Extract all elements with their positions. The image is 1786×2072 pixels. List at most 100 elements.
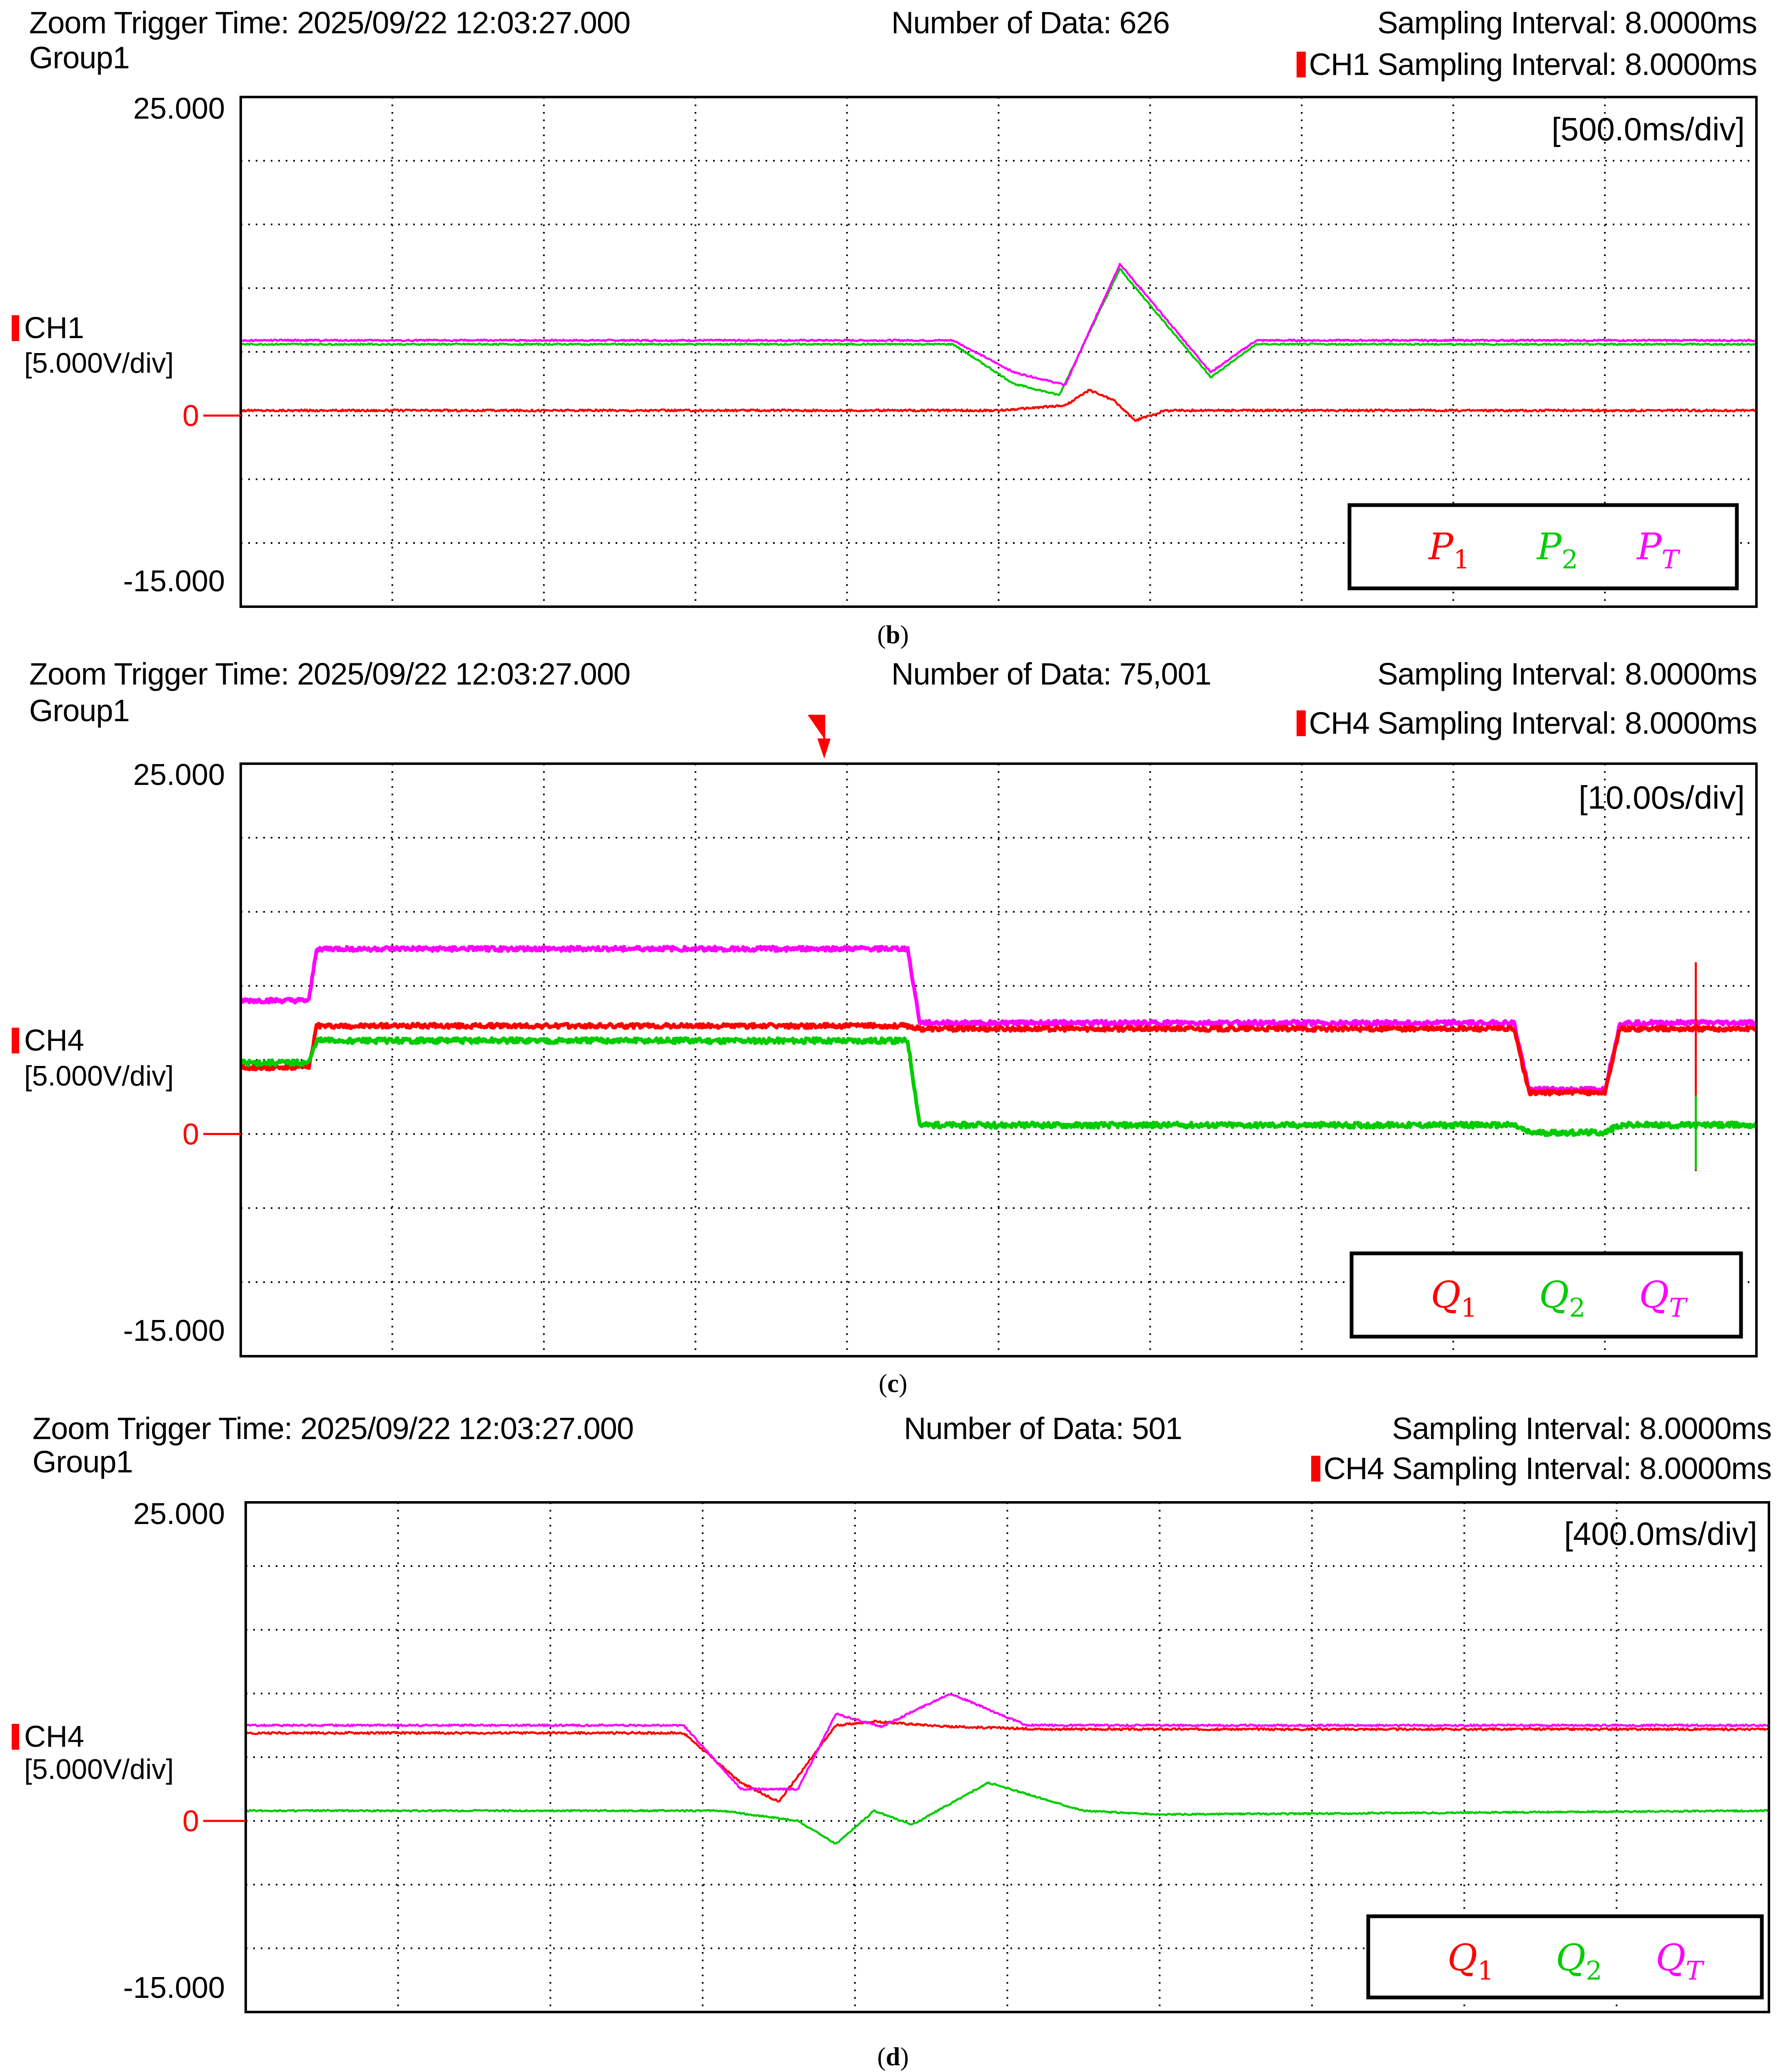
panel-d: Zoom Trigger Time: 2025/09/22 12:03:27.0… xyxy=(0,1403,1786,2071)
trace-P2 xyxy=(242,268,1755,396)
ch-sampling-value: 8.0000ms xyxy=(1625,47,1757,82)
waveform-plot: 25.000 -15.000 0 CH4[5.000V/div] [10.00s/div… xyxy=(12,715,1758,1357)
sampling-value: 8.0000ms xyxy=(1639,1411,1772,1446)
y-min-label: -15.000 xyxy=(123,565,225,598)
data-label: Number of Data: xyxy=(904,1411,1124,1446)
legend-item: Q1 xyxy=(1431,1273,1477,1323)
figure-caption: (d) xyxy=(877,2043,909,2071)
sampling-value: 8.0000ms xyxy=(1625,657,1757,691)
y-min-label: -15.000 xyxy=(123,1314,225,1347)
group-label: Group1 xyxy=(29,40,130,75)
sampling-label: Sampling Interval: xyxy=(1377,5,1617,40)
trigger-label: Zoom Trigger Time: xyxy=(29,657,289,691)
y-max-label: 25.000 xyxy=(133,758,225,792)
sampling-label: Sampling Interval: xyxy=(1377,657,1617,691)
legend-item: P2 xyxy=(1536,525,1578,575)
channel-marker-icon xyxy=(12,1028,19,1053)
y-max-label: 25.000 xyxy=(133,92,225,125)
trigger-time-label: Zoom Trigger Time: 2025/09/22 12:03:27.0… xyxy=(32,1413,634,1444)
figure-caption: (c) xyxy=(878,1370,908,1398)
zero-label: 0 xyxy=(182,1118,199,1151)
legend-item: P1 xyxy=(1428,525,1470,575)
channel-sampling-interval: CH4 Sampling Interval: 8.0000ms xyxy=(1296,706,1757,740)
vertical-scale-label: [5.000V/div] xyxy=(24,1753,174,1785)
figure-caption: (b) xyxy=(877,621,909,649)
trace-Q2 xyxy=(247,1781,1768,1845)
number-of-data: Number of Data: 501 xyxy=(904,1413,1182,1444)
data-label: Number of Data: xyxy=(891,657,1112,691)
trigger-time-label: Zoom Trigger Time: 2025/09/22 12:03:27.0… xyxy=(29,657,631,691)
ch-sampling-label: CH1 Sampling Interval: xyxy=(1309,47,1617,82)
number-of-data: Number of Data: 75,001 xyxy=(891,657,1212,691)
trigger-label: Zoom Trigger Time: xyxy=(32,1411,293,1446)
data-count: 626 xyxy=(1119,5,1170,40)
trace-QT xyxy=(247,1693,1768,1791)
trigger-marker-icon xyxy=(808,715,831,759)
ch-sampling-label: CH4 Sampling Interval: xyxy=(1323,1451,1632,1486)
sampling-label: Sampling Interval: xyxy=(1392,1411,1631,1446)
vertical-scale-label: [5.000V/div] xyxy=(24,347,174,379)
channel-label: CH1 xyxy=(24,311,84,345)
trigger-time: 2025/09/22 12:03:27.000 xyxy=(300,1411,634,1446)
sampling-value: 8.0000ms xyxy=(1625,5,1757,40)
vertical-scale-label: [5.000V/div] xyxy=(24,1060,174,1092)
trace-Q2 xyxy=(242,1036,1755,1137)
channel-label: CH4 xyxy=(24,1024,84,1057)
panel-b: Zoom Trigger Time: 2025/09/22 12:03:27.0… xyxy=(0,0,1786,654)
legend-box xyxy=(1347,503,1739,590)
sampling-interval: Sampling Interval: 8.0000ms xyxy=(1377,7,1757,38)
trace-P1 xyxy=(242,388,1755,422)
timebase-label: [500.0ms/div] xyxy=(1552,111,1745,147)
sampling-interval: Sampling Interval: 8.0000ms xyxy=(1392,1411,1772,1446)
zero-label: 0 xyxy=(182,399,199,433)
legend-item: Q2 xyxy=(1539,1273,1586,1323)
grid xyxy=(241,97,1756,607)
grid xyxy=(246,1502,1769,2012)
y-max-label: 25.000 xyxy=(133,1497,225,1531)
y-min-label: -15.000 xyxy=(123,1971,225,2005)
legend: Q1 Q2 QT xyxy=(1349,1251,1743,1339)
waveform-plot: 25.000 -15.000 0 CH4[5.000V/div] [400.0ms/di… xyxy=(12,1497,1770,2013)
legend-box xyxy=(1349,1251,1743,1339)
data-label: Number of Data: xyxy=(891,5,1112,40)
legend-item: PT xyxy=(1636,525,1681,575)
channel-marker-icon xyxy=(12,315,19,341)
timebase-label: [400.0ms/div] xyxy=(1564,1515,1757,1552)
legend: P1 P2 PT xyxy=(1347,503,1739,590)
group-label: Group1 xyxy=(32,1444,133,1479)
legend-item: Q2 xyxy=(1556,1936,1602,1986)
channel-marker-icon xyxy=(1296,52,1306,77)
waveform-plot: 25.000 -15.000 0 CH1[5.000V/div] [500.0ms/di… xyxy=(12,92,1758,608)
ch-sampling-label: CH4 Sampling Interval: xyxy=(1309,706,1617,740)
trigger-time: 2025/09/22 12:03:27.000 xyxy=(297,5,631,40)
channel-sampling-interval: CH1 Sampling Interval: 8.0000ms xyxy=(1296,47,1757,82)
data-count: 501 xyxy=(1132,1411,1182,1446)
group-label: Group1 xyxy=(29,693,130,728)
traces xyxy=(247,1693,1768,1845)
legend-item: QT xyxy=(1639,1273,1688,1323)
legend-item: Q1 xyxy=(1447,1936,1494,1986)
trigger-label: Zoom Trigger Time: xyxy=(29,5,289,40)
channel-marker-icon xyxy=(1311,1456,1320,1482)
trace-Q1 xyxy=(247,1719,1768,1803)
ch-sampling-value: 8.0000ms xyxy=(1639,1451,1772,1486)
legend: Q1 Q2 QT xyxy=(1366,1914,1764,2000)
channel-marker-icon xyxy=(1296,710,1306,736)
channel-sampling-interval: CH4 Sampling Interval: 8.0000ms xyxy=(1311,1451,1772,1486)
number-of-data: Number of Data: 626 xyxy=(891,7,1170,38)
trace-PT xyxy=(242,263,1755,386)
channel-label: CH4 xyxy=(24,1720,84,1753)
legend-box xyxy=(1366,1914,1764,2000)
trigger-time: 2025/09/22 12:03:27.000 xyxy=(297,657,631,691)
channel-marker-icon xyxy=(12,1724,19,1750)
trace-QT xyxy=(242,944,1755,1094)
timebase-label: [10.00s/div] xyxy=(1579,779,1745,816)
panel-c: Zoom Trigger Time: 2025/09/22 12:03:27.0… xyxy=(0,654,1786,1403)
legend-item: QT xyxy=(1656,1936,1705,1986)
traces xyxy=(242,944,1755,1171)
trace-Q1 xyxy=(242,1021,1755,1097)
data-count: 75,001 xyxy=(1119,657,1211,691)
trigger-time-label: Zoom Trigger Time: 2025/09/22 12:03:27.0… xyxy=(29,5,631,40)
zero-label: 0 xyxy=(182,1805,199,1838)
ch-sampling-value: 8.0000ms xyxy=(1625,706,1757,740)
